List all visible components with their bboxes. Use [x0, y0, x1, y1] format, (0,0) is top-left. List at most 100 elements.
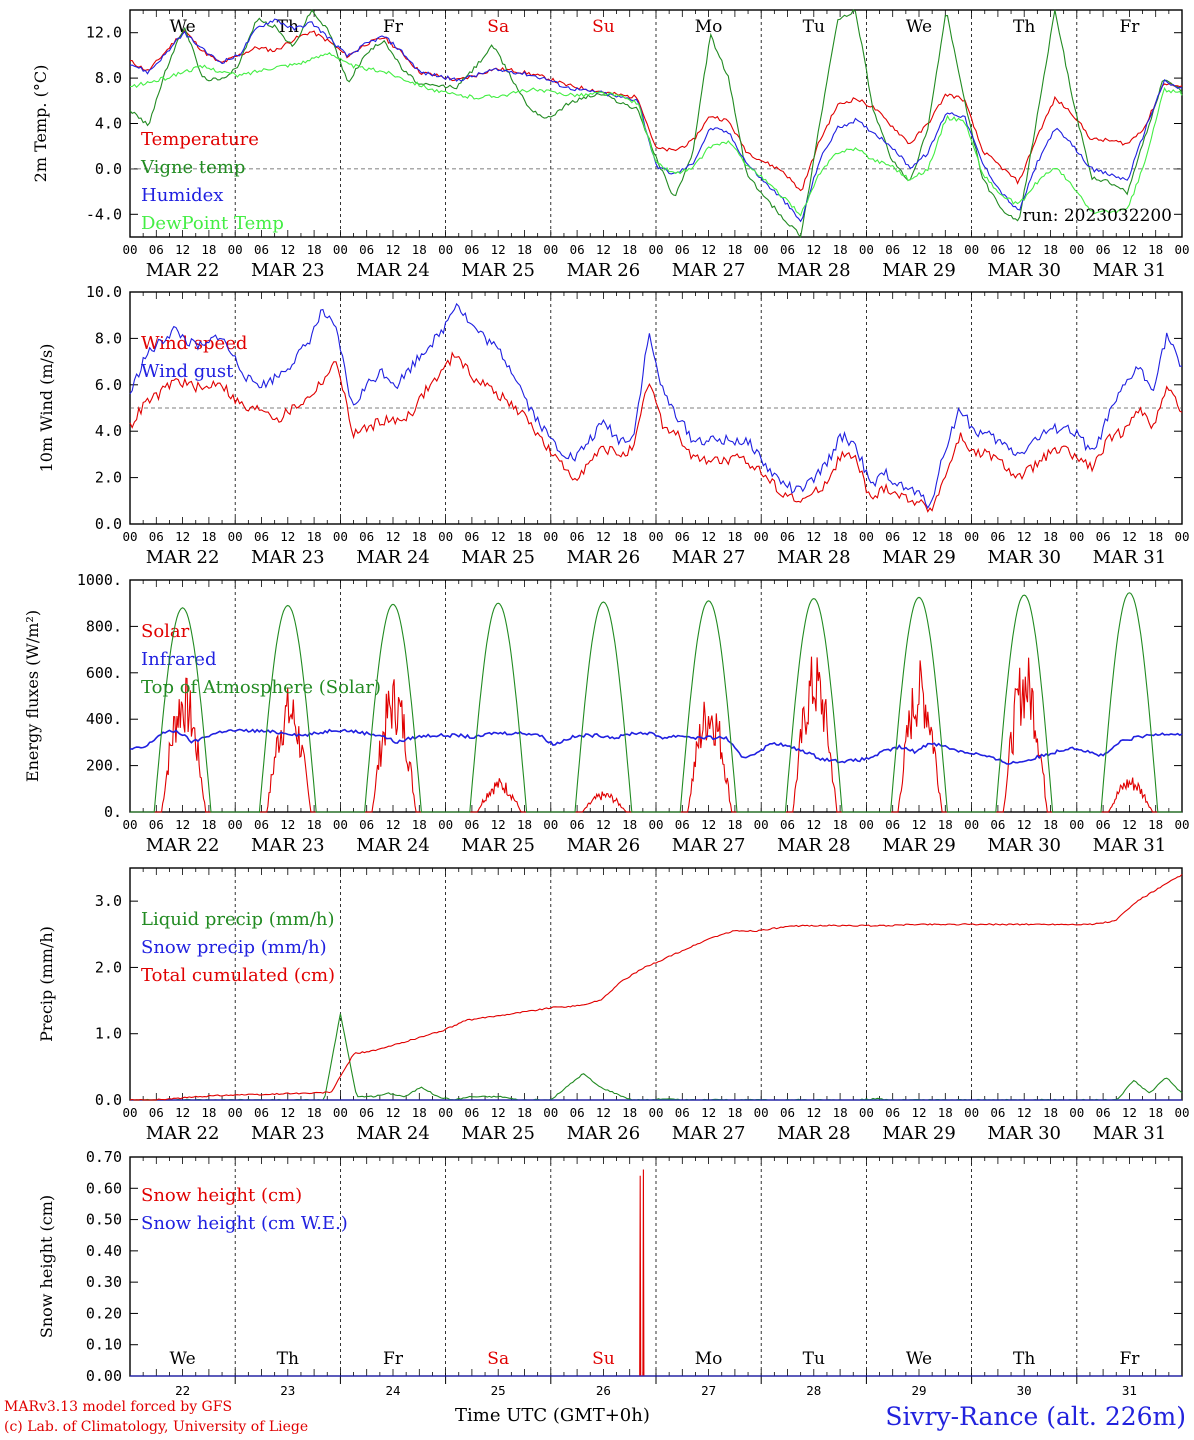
y-tick-label: 0.0	[95, 515, 122, 533]
hour-tick-label: 18	[833, 529, 848, 544]
y-tick-label: 2.0	[95, 469, 122, 487]
hour-tick-label: 12	[1017, 529, 1032, 544]
hour-tick-label: 18	[1148, 529, 1163, 544]
hour-tick-label: 06	[254, 1105, 269, 1120]
hour-tick-label: 00	[543, 817, 558, 832]
y-axis-title: Snow height (cm)	[37, 1195, 56, 1338]
y-tick-label: 0.20	[86, 1304, 122, 1322]
date-label: MAR 31	[1093, 835, 1167, 856]
hour-tick-label: 12	[596, 529, 611, 544]
hour-tick-label: 00	[964, 817, 979, 832]
hour-tick-label: 18	[412, 242, 427, 257]
hour-tick-label: 12	[1017, 242, 1032, 257]
hour-tick-label: 00	[754, 1105, 769, 1120]
hour-tick-label: 00	[964, 529, 979, 544]
hour-tick-label: 12	[701, 1105, 716, 1120]
hour-tick-label: 18	[727, 1105, 742, 1120]
hour-tick-label: 00	[859, 529, 874, 544]
series-line-energy-2	[130, 592, 1182, 813]
hour-tick-label: 18	[307, 242, 322, 257]
hour-tick-label: 18	[938, 1105, 953, 1120]
hour-tick-label: 06	[464, 242, 479, 257]
series-line-temperature-3	[130, 52, 1183, 217]
hour-tick-label: 06	[1096, 1105, 1111, 1120]
hour-tick-label: 06	[359, 817, 374, 832]
hour-tick-label: 06	[359, 1105, 374, 1120]
hour-tick-label: 00	[543, 242, 558, 257]
y-tick-label: 10.0	[86, 283, 122, 301]
date-label: MAR 29	[882, 260, 956, 281]
hour-tick-label: 06	[464, 529, 479, 544]
weekday-label: Tu	[803, 17, 825, 37]
hour-tick-label: 00	[333, 817, 348, 832]
hour-tick-label: 12	[806, 529, 821, 544]
weekday-label: Su	[592, 17, 615, 37]
y-tick-label: 8.0	[95, 329, 122, 347]
hour-tick-label: 06	[254, 529, 269, 544]
hour-tick-label: 06	[885, 242, 900, 257]
hour-tick-label: 00	[122, 817, 137, 832]
hour-tick-label: 12	[701, 529, 716, 544]
date-label: MAR 24	[356, 835, 430, 856]
hour-tick-label: 00	[648, 1105, 663, 1120]
y-tick-label: 200.	[86, 757, 122, 775]
station-name: Sivry-Rance (alt. 226m)	[885, 1402, 1186, 1431]
hour-tick-label: 06	[990, 242, 1005, 257]
hour-tick-label: 06	[464, 1105, 479, 1120]
hour-tick-label: 12	[806, 242, 821, 257]
hour-tick-label: 12	[701, 817, 716, 832]
hour-tick-label: 06	[675, 529, 690, 544]
hour-tick-label: 18	[1043, 529, 1058, 544]
hour-tick-label: 18	[517, 817, 532, 832]
hour-tick-label: 12	[385, 817, 400, 832]
hour-tick-label: 18	[727, 242, 742, 257]
date-label: MAR 22	[146, 835, 220, 856]
series-line-wind-0	[129, 351, 1183, 513]
hour-tick-label: 00	[228, 817, 243, 832]
hour-tick-label: 18	[517, 529, 532, 544]
y-axis-title: Energy fluxes (W/m²)	[23, 610, 42, 782]
y-tick-label: 600.	[86, 664, 122, 682]
hour-tick-label: 18	[622, 817, 637, 832]
weekday-label: We	[170, 1349, 196, 1369]
date-label: MAR 23	[251, 260, 325, 281]
y-tick-label: 800.	[86, 617, 122, 635]
hour-tick-label: 12	[175, 242, 190, 257]
day-number-label: 31	[1122, 1383, 1137, 1398]
time-axis-title: Time UTC (GMT+0h)	[455, 1405, 650, 1426]
hour-tick-label: 00	[1069, 1105, 1084, 1120]
hour-tick-label: 00	[543, 1105, 558, 1120]
y-tick-label: 0.0	[95, 1091, 122, 1109]
y-tick-label: 6.0	[95, 376, 122, 394]
date-label: MAR 29	[882, 547, 956, 568]
date-label: MAR 28	[777, 835, 851, 856]
model-credit: MARv3.13 model forced by GFS	[4, 1399, 233, 1415]
hour-tick-label: 18	[833, 817, 848, 832]
hour-tick-label: 18	[412, 529, 427, 544]
hour-tick-label: 12	[280, 1105, 295, 1120]
date-label: MAR 22	[146, 547, 220, 568]
hour-tick-label: 18	[622, 242, 637, 257]
date-label: MAR 22	[146, 1123, 220, 1144]
hour-tick-label: 00	[122, 242, 137, 257]
hour-tick-label: 00	[754, 817, 769, 832]
date-label: MAR 27	[672, 547, 746, 568]
legend-entry: Liquid precip (mm/h)	[141, 909, 335, 930]
hour-tick-label: 18	[517, 242, 532, 257]
date-label: MAR 31	[1093, 1123, 1167, 1144]
hour-tick-label: 00	[859, 1105, 874, 1120]
date-label: MAR 28	[777, 547, 851, 568]
y-axis-title: 2m Temp. (°C)	[31, 65, 50, 183]
hour-tick-label: 06	[149, 817, 164, 832]
hour-tick-label: 00	[648, 817, 663, 832]
series-line-temperature-0	[129, 29, 1183, 192]
y-tick-label: 1.0	[95, 1025, 122, 1043]
y-tick-label: 0.00	[86, 1367, 122, 1385]
hour-tick-label: 00	[333, 529, 348, 544]
day-number-label: 27	[701, 1383, 716, 1398]
hour-tick-label: 00	[754, 529, 769, 544]
hour-tick-label: 18	[938, 817, 953, 832]
y-tick-label: 0.30	[86, 1273, 122, 1291]
hour-tick-label: 06	[990, 529, 1005, 544]
